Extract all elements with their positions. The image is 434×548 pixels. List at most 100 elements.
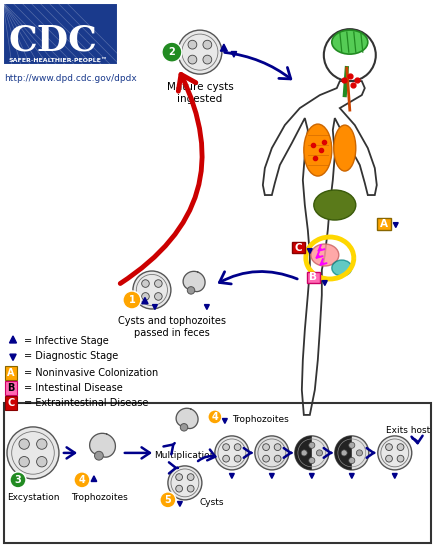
FancyBboxPatch shape — [4, 403, 430, 543]
Circle shape — [308, 442, 314, 448]
Circle shape — [154, 293, 162, 300]
Circle shape — [294, 436, 328, 470]
Text: = Infective Stage: = Infective Stage — [24, 336, 109, 346]
Polygon shape — [349, 473, 353, 478]
FancyArrowPatch shape — [125, 447, 150, 459]
Polygon shape — [269, 473, 274, 478]
Circle shape — [254, 436, 288, 470]
Circle shape — [187, 485, 194, 492]
Text: B: B — [309, 272, 316, 283]
Text: Mature cysts
ingested: Mature cysts ingested — [166, 82, 233, 104]
Text: 4: 4 — [79, 475, 85, 485]
Text: Cysts: Cysts — [200, 498, 224, 507]
Polygon shape — [229, 473, 234, 478]
Circle shape — [141, 293, 149, 300]
FancyBboxPatch shape — [291, 242, 304, 253]
Text: Multiplication: Multiplication — [154, 452, 215, 460]
Text: = Intestinal Disease: = Intestinal Disease — [24, 383, 122, 393]
Polygon shape — [322, 281, 326, 286]
Polygon shape — [220, 44, 227, 51]
Circle shape — [222, 455, 229, 462]
Text: CDC: CDC — [9, 23, 98, 57]
Ellipse shape — [333, 125, 355, 171]
Circle shape — [233, 444, 240, 450]
Circle shape — [178, 30, 221, 74]
Circle shape — [273, 455, 280, 462]
FancyArrowPatch shape — [411, 436, 421, 443]
Circle shape — [203, 40, 211, 49]
Polygon shape — [309, 473, 313, 478]
Polygon shape — [204, 305, 209, 310]
Polygon shape — [177, 501, 182, 506]
Text: Exits host: Exits host — [385, 426, 429, 436]
Circle shape — [10, 472, 26, 488]
Circle shape — [180, 424, 187, 431]
FancyBboxPatch shape — [3, 3, 118, 65]
FancyArrowPatch shape — [197, 449, 215, 461]
Polygon shape — [152, 305, 157, 310]
FancyArrowPatch shape — [219, 271, 296, 284]
Circle shape — [262, 455, 269, 462]
FancyArrowPatch shape — [243, 448, 251, 458]
Text: Trophozoites: Trophozoites — [231, 415, 288, 424]
Circle shape — [123, 291, 141, 309]
Polygon shape — [391, 473, 396, 478]
Ellipse shape — [313, 190, 355, 220]
Circle shape — [175, 485, 182, 492]
Polygon shape — [230, 52, 236, 57]
Circle shape — [214, 436, 248, 470]
FancyArrowPatch shape — [366, 448, 373, 458]
Text: C: C — [294, 243, 302, 253]
Circle shape — [74, 472, 90, 488]
Circle shape — [187, 473, 194, 481]
Circle shape — [300, 450, 306, 456]
Circle shape — [154, 279, 162, 287]
Ellipse shape — [331, 260, 351, 276]
Text: SAFER·HEALTHIER·PEOPLE™: SAFER·HEALTHIER·PEOPLE™ — [9, 58, 108, 63]
FancyBboxPatch shape — [306, 272, 319, 283]
Polygon shape — [222, 419, 227, 424]
Circle shape — [19, 456, 29, 467]
Circle shape — [19, 439, 29, 449]
Text: 4: 4 — [211, 412, 218, 422]
Circle shape — [36, 439, 47, 449]
Circle shape — [340, 450, 346, 456]
FancyArrowPatch shape — [323, 448, 331, 458]
Circle shape — [262, 444, 269, 450]
Polygon shape — [392, 222, 397, 227]
Circle shape — [233, 455, 240, 462]
Circle shape — [355, 450, 362, 456]
Ellipse shape — [331, 30, 367, 54]
Polygon shape — [10, 354, 16, 361]
Text: Trophozoites: Trophozoites — [72, 493, 128, 502]
Circle shape — [396, 444, 403, 450]
Circle shape — [222, 444, 229, 450]
Circle shape — [187, 287, 194, 294]
Circle shape — [168, 466, 201, 500]
Circle shape — [308, 458, 314, 464]
Circle shape — [187, 55, 196, 64]
Text: A: A — [7, 368, 15, 378]
Text: = Extraintestinal Disease: = Extraintestinal Disease — [24, 398, 148, 408]
Polygon shape — [294, 436, 311, 470]
Text: B: B — [7, 383, 15, 393]
FancyArrowPatch shape — [64, 447, 75, 459]
Circle shape — [385, 444, 391, 450]
Circle shape — [396, 455, 403, 462]
Circle shape — [377, 436, 411, 470]
Text: C: C — [7, 398, 15, 408]
Circle shape — [207, 410, 221, 424]
FancyArrowPatch shape — [163, 443, 174, 454]
Circle shape — [348, 458, 354, 464]
Circle shape — [334, 436, 368, 470]
Circle shape — [385, 455, 391, 462]
Circle shape — [273, 444, 280, 450]
FancyBboxPatch shape — [376, 218, 390, 230]
Text: A: A — [379, 219, 387, 229]
Text: = Diagnostic Stage: = Diagnostic Stage — [24, 351, 118, 361]
FancyArrowPatch shape — [120, 75, 202, 283]
Text: 2: 2 — [168, 47, 175, 57]
Polygon shape — [176, 408, 197, 429]
Circle shape — [141, 279, 149, 287]
Circle shape — [160, 492, 175, 508]
